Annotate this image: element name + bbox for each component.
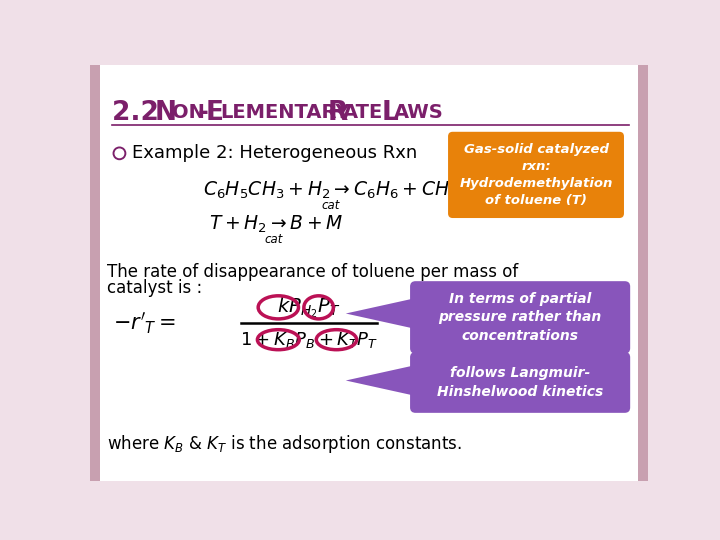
Text: 2.2: 2.2 — [112, 99, 168, 125]
Text: -: - — [197, 99, 209, 125]
Text: N: N — [155, 99, 177, 125]
FancyBboxPatch shape — [410, 352, 630, 413]
Text: $T + H_2 \rightarrow B + M$: $T + H_2 \rightarrow B + M$ — [209, 213, 343, 235]
Text: AWS: AWS — [395, 103, 444, 122]
Bar — [90, 65, 100, 481]
Text: Example 2: Heterogeneous Rxn: Example 2: Heterogeneous Rxn — [132, 144, 417, 163]
Text: $kP_{H_2}P_T$: $kP_{H_2}P_T$ — [277, 295, 341, 320]
Text: where $K_B$ & $K_T$ is the adsorption constants.: where $K_B$ & $K_T$ is the adsorption co… — [107, 433, 462, 455]
Text: LEMENTARY: LEMENTARY — [220, 103, 349, 122]
Bar — [638, 65, 648, 481]
Text: $C_6H_5CH_3 + H_2 \rightarrow C_6H_6 + CH_4$: $C_6H_5CH_3 + H_2 \rightarrow C_6H_6 + C… — [203, 180, 458, 201]
Text: ON: ON — [172, 103, 205, 122]
Text: In terms of partial
pressure rather than
concentrations: In terms of partial pressure rather than… — [438, 292, 602, 343]
Polygon shape — [346, 365, 415, 396]
Text: E: E — [206, 99, 224, 125]
Text: cat: cat — [321, 199, 339, 212]
FancyBboxPatch shape — [410, 281, 630, 354]
Text: cat: cat — [264, 233, 283, 246]
Circle shape — [113, 147, 126, 159]
Text: R: R — [328, 99, 348, 125]
Text: The rate of disappearance of toluene per mass of: The rate of disappearance of toluene per… — [107, 264, 518, 281]
Text: catalyst is :: catalyst is : — [107, 279, 202, 297]
Text: follows Langmuir-
Hinshelwood kinetics: follows Langmuir- Hinshelwood kinetics — [437, 366, 603, 399]
Text: $-r'_T =$: $-r'_T =$ — [113, 310, 176, 335]
Text: ATE: ATE — [343, 103, 383, 122]
Text: L: L — [382, 99, 398, 125]
Text: Gas-solid catalyzed
rxn:
Hydrodemethylation
of toluene (T): Gas-solid catalyzed rxn: Hydrodemethylat… — [459, 143, 613, 207]
FancyBboxPatch shape — [448, 132, 624, 218]
Polygon shape — [346, 298, 415, 329]
Circle shape — [115, 149, 124, 158]
Text: $1 + K_BP_B + K_TP_T$: $1 + K_BP_B + K_TP_T$ — [240, 330, 378, 350]
